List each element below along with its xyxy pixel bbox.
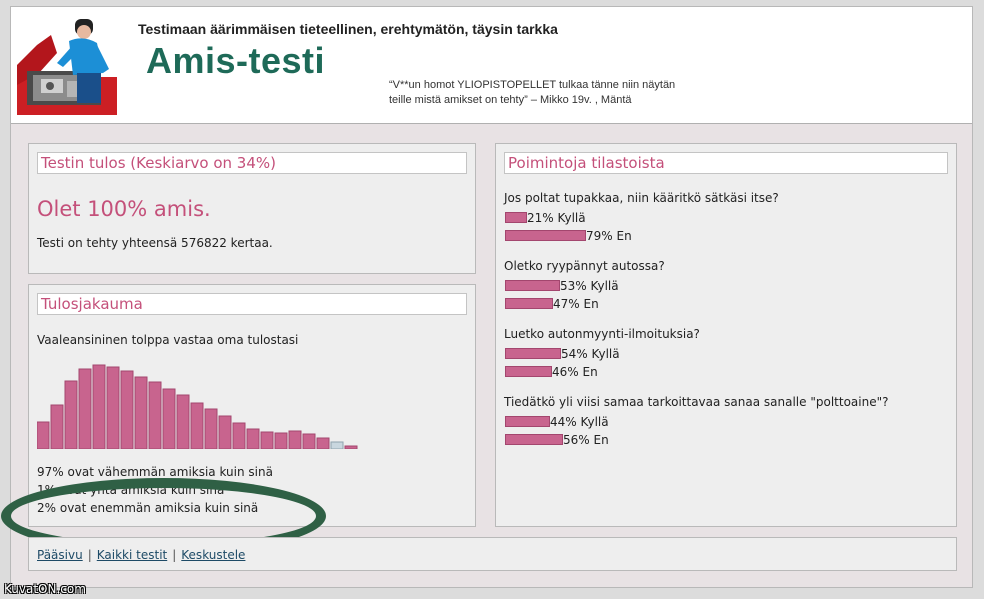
- histogram-bar: [134, 376, 148, 449]
- footer-links: Pääsivu | Kaikki testit | Keskustele: [37, 548, 245, 562]
- result-heading: Testin tulos (Keskiarvo on 34%): [37, 152, 467, 174]
- mechanic-car-engine-icon[interactable]: [17, 15, 117, 115]
- question-text: Jos poltat tupakkaa, niin kääritkö sätkä…: [504, 191, 779, 205]
- question-text: Oletko ryypännyt autossa?: [504, 259, 665, 273]
- histogram-bar: [64, 380, 78, 449]
- answer-label: 44% Kyllä: [550, 415, 609, 429]
- answer-label: 21% Kyllä: [527, 211, 586, 225]
- footer-nav: Pääsivu | Kaikki testit | Keskustele: [28, 537, 957, 571]
- answer-bar: [505, 416, 550, 427]
- question-text: Luetko autonmyynti-ilmoituksia?: [504, 327, 700, 341]
- link-discuss[interactable]: Keskustele: [181, 548, 246, 562]
- answer-label: 54% Kyllä: [561, 347, 620, 361]
- histogram-svg: [37, 364, 358, 449]
- histogram-bar: [190, 402, 204, 449]
- stat-less: 97% ovat vähemmän amiksia kuin sinä: [37, 465, 273, 479]
- histogram-bar: [246, 428, 260, 449]
- histogram-bar: [37, 421, 50, 449]
- histogram-bar: [232, 422, 246, 449]
- result-panel: Testin tulos (Keskiarvo on 34%) Olet 100…: [28, 143, 476, 274]
- answer-bar: [505, 348, 561, 359]
- histogram-bar: [162, 388, 176, 449]
- answer-row: 44% Kyllä: [505, 415, 609, 429]
- site-header: Testimaan äärimmäisen tieteellinen, ereh…: [11, 7, 972, 124]
- watermark: KuvatON.com: [4, 582, 86, 596]
- link-home[interactable]: Pääsivu: [37, 548, 83, 562]
- answer-row: 47% En: [505, 297, 599, 311]
- histogram-bar: [92, 364, 106, 449]
- answer-row: 56% En: [505, 433, 609, 447]
- answer-bar: [505, 366, 552, 377]
- answer-label: 53% Kyllä: [560, 279, 619, 293]
- histogram-bar: [176, 394, 190, 449]
- answer-label: 79% En: [586, 229, 632, 243]
- answer-row: 46% En: [505, 365, 598, 379]
- footer-separator: |: [172, 548, 177, 562]
- answer-row: 53% Kyllä: [505, 279, 619, 293]
- answer-label: 47% En: [553, 297, 599, 311]
- quote-line: “V**un homot YLIOPISTOPELLET tulkaa tänn…: [389, 79, 676, 91]
- statistics-heading: Poimintoja tilastoista: [504, 152, 948, 174]
- answer-bar: [505, 298, 553, 309]
- histogram-bar: [148, 381, 162, 449]
- page-frame: Testimaan äärimmäisen tieteellinen, ereh…: [1, 6, 973, 588]
- histogram-bar: [288, 430, 302, 449]
- answer-bar: [505, 212, 527, 223]
- histogram-bar: [106, 366, 120, 449]
- quote-line: teille mistä amikset on tehty” – Mikko 1…: [389, 94, 632, 106]
- histogram-bar: [302, 433, 316, 449]
- distribution-heading: Tulosjakauma: [37, 293, 467, 315]
- footer-separator: |: [87, 548, 92, 562]
- histogram-bar: [204, 408, 218, 449]
- statistics-panel: Poimintoja tilastoista Jos poltat tupakk…: [495, 143, 957, 527]
- histogram-bar: [50, 404, 64, 449]
- tagline: Testimaan äärimmäisen tieteellinen, ereh…: [138, 21, 558, 37]
- answer-bar: [505, 280, 560, 291]
- histogram-bar: [218, 415, 232, 449]
- test-count-text: Testi on tehty yhteensä 576822 kertaa.: [37, 236, 273, 250]
- answer-label: 56% En: [563, 433, 609, 447]
- answer-row: 79% En: [505, 229, 632, 243]
- result-text: Olet 100% amis.: [37, 197, 211, 221]
- distribution-note: Vaaleansininen tolppa vastaa oma tulosta…: [37, 333, 299, 347]
- answer-row: 54% Kyllä: [505, 347, 620, 361]
- question-text: Tiedätkö yli viisi samaa tarkoittavaa sa…: [504, 395, 889, 409]
- histogram-bar: [274, 432, 288, 449]
- distribution-histogram: [37, 349, 397, 449]
- histogram-bar: [120, 370, 134, 449]
- answer-bar: [505, 230, 586, 241]
- histogram-bar: [344, 445, 358, 449]
- histogram-bar: [260, 431, 274, 449]
- histogram-bar: [78, 368, 92, 449]
- histogram-bar: [316, 437, 330, 449]
- page-title: Amis-testi: [146, 40, 326, 81]
- answer-row: 21% Kyllä: [505, 211, 586, 225]
- answer-bar: [505, 434, 563, 445]
- histogram-bar-own-result: [330, 441, 344, 449]
- answer-label: 46% En: [552, 365, 598, 379]
- link-all-tests[interactable]: Kaikki testit: [96, 548, 168, 562]
- quote: “V**un homot YLIOPISTOPELLET tulkaa tänn…: [389, 78, 749, 108]
